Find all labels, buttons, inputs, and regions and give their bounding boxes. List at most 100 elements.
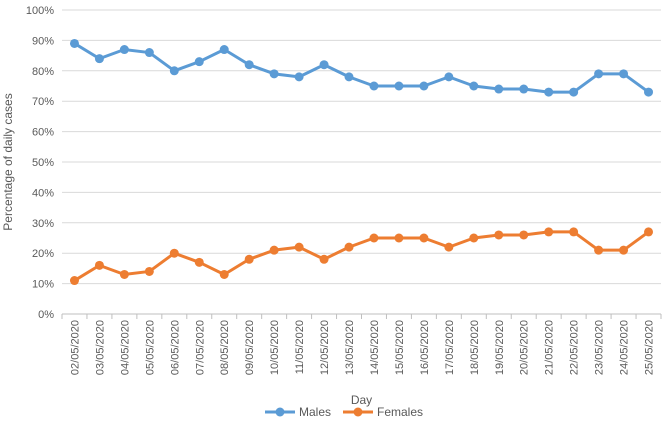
y-tick-label: 50% [32, 157, 54, 169]
x-tick-label: 13/05/2020 [344, 320, 356, 375]
x-axis-ticks: 02/05/2020 03/05/2020 04/05/2020 05/05/2020… [61, 313, 662, 375]
data-point-males [419, 81, 429, 91]
legend: Males Females [265, 405, 423, 419]
data-point-females [544, 227, 554, 237]
data-point-females [469, 233, 479, 243]
x-tick-label: 16/05/2020 [419, 320, 431, 375]
data-point-males [169, 66, 179, 76]
y-tick-label: 90% [32, 35, 54, 47]
y-tick-label: 10% [32, 279, 54, 291]
legend-swatch-marker [275, 407, 285, 417]
y-axis-title: Percentage of daily cases [1, 93, 15, 230]
data-point-females [494, 230, 504, 240]
x-tick-label: 07/05/2020 [194, 320, 206, 375]
data-point-males [394, 81, 404, 91]
x-tick-label: 10/05/2020 [269, 320, 281, 375]
data-point-females [144, 266, 154, 276]
gridlines [62, 9, 661, 315]
x-tick-label: 22/05/2020 [569, 320, 581, 375]
series-males [69, 38, 654, 97]
y-tick-label: 30% [32, 218, 54, 230]
data-point-males [594, 69, 604, 79]
legend-item-females: Females [343, 405, 423, 419]
data-point-males [144, 48, 154, 58]
x-tick-label: 19/05/2020 [494, 320, 506, 375]
data-point-males [119, 45, 129, 55]
x-tick-label: 04/05/2020 [119, 320, 131, 375]
data-point-females [644, 227, 654, 237]
y-tick-label: 40% [32, 187, 54, 199]
series [69, 38, 654, 286]
x-tick-label: 18/05/2020 [469, 320, 481, 375]
data-point-females [244, 254, 254, 264]
data-point-females [69, 276, 79, 286]
data-point-females [569, 227, 579, 237]
data-point-females [194, 257, 204, 267]
x-tick-label: 20/05/2020 [519, 320, 531, 375]
x-tick-label: 17/05/2020 [444, 320, 456, 375]
data-point-females [419, 233, 429, 243]
data-point-females [94, 260, 104, 270]
legend-item-males: Males [265, 405, 331, 419]
x-tick-label: 09/05/2020 [244, 320, 256, 375]
data-point-males [344, 72, 354, 82]
data-point-females [394, 233, 404, 243]
x-tick-label: 14/05/2020 [369, 320, 381, 375]
data-point-males [294, 72, 304, 82]
legend-label-males: Males [299, 405, 331, 419]
data-point-females [319, 254, 329, 264]
data-point-males [494, 84, 504, 94]
x-axis-title: Day [351, 393, 372, 407]
data-point-females [519, 230, 529, 240]
x-tick-label: 11/05/2020 [294, 320, 306, 374]
data-point-females [619, 245, 629, 255]
legend-swatch-marker [353, 407, 363, 417]
data-point-males [569, 87, 579, 97]
data-point-females [444, 242, 454, 252]
data-point-males [644, 87, 654, 97]
x-tick-label: 02/05/2020 [69, 320, 81, 375]
x-tick-label: 05/05/2020 [144, 320, 156, 375]
x-tick-label: 15/05/2020 [394, 320, 406, 375]
x-tick-label: 03/05/2020 [94, 320, 106, 375]
series-females [69, 227, 654, 286]
y-tick-label: 70% [32, 96, 54, 108]
x-tick-label: 25/05/2020 [644, 320, 656, 375]
data-point-males [544, 87, 554, 97]
data-point-females [594, 245, 604, 255]
data-point-females [369, 233, 379, 243]
y-tick-label: 60% [32, 127, 54, 139]
data-point-males [369, 81, 379, 91]
data-point-males [519, 84, 529, 94]
data-point-males [69, 38, 79, 48]
x-tick-label: 21/05/2020 [544, 320, 556, 375]
data-point-males [444, 72, 454, 82]
data-point-males [269, 69, 279, 79]
data-point-females [294, 242, 304, 252]
y-tick-label: 80% [32, 66, 54, 78]
x-tick-label: 12/05/2020 [319, 320, 331, 375]
series-line-females [73, 230, 650, 282]
data-point-females [169, 248, 179, 258]
data-point-males [469, 81, 479, 91]
data-point-males [219, 45, 229, 55]
data-point-females [219, 269, 229, 279]
x-tick-label: 23/05/2020 [594, 320, 606, 375]
data-point-males [619, 69, 629, 79]
data-point-females [119, 269, 129, 279]
y-tick-label: 100% [26, 5, 54, 17]
data-point-females [269, 245, 279, 255]
y-axis-ticks: 0% 10% 20% 30% 40% 50% 60% 70% 80% 90% 100% [26, 5, 54, 321]
data-point-females [344, 242, 354, 252]
y-tick-label: 20% [32, 248, 54, 260]
data-point-males [319, 60, 329, 70]
x-tick-label: 08/05/2020 [219, 320, 231, 375]
data-point-males [194, 57, 204, 67]
legend-label-females: Females [377, 405, 423, 419]
x-tick-label: 06/05/2020 [169, 320, 181, 375]
series-line-males [73, 42, 650, 94]
data-point-males [244, 60, 254, 70]
data-point-males [94, 54, 104, 64]
